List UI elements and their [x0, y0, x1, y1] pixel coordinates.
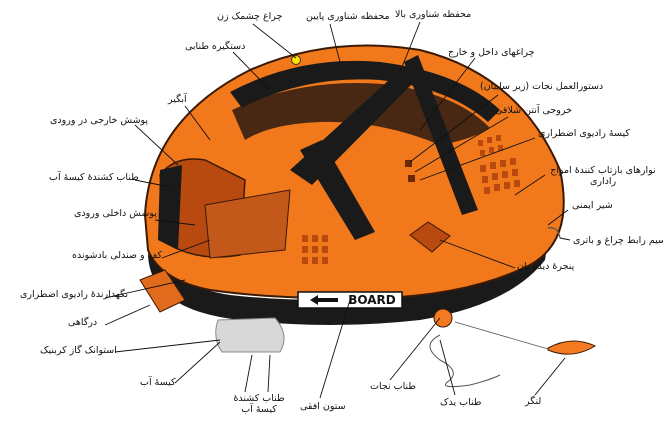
- label-co2-cylinder: استوانک گاز کربنیک: [40, 345, 117, 356]
- label-boarding-handle: دستگیره طنابی: [185, 41, 246, 52]
- label-rain-catcher: آبگیر: [168, 94, 187, 105]
- label-survival-instructions: دستورالعمل نجات (زیر سایبان): [480, 81, 604, 92]
- label-lower-canopy-guard: محفظه شناوری پایین: [306, 11, 390, 22]
- sea-anchor-shape: [547, 340, 597, 355]
- label-antenna-outlet: خروجی آنتن شلاقی: [495, 105, 573, 116]
- label-viewing-window: پنجرهٔ دیده بان: [517, 261, 575, 272]
- label-emergency-radio-bag: کیسهٔ رادیوی اضطراری: [538, 128, 630, 139]
- boarding-step: [139, 269, 186, 313]
- flashing-light-shape: [291, 55, 301, 65]
- label-sea-anchor: لنگر: [525, 396, 542, 407]
- label-inner-outer-lights: چراغهای داخل و خارج: [448, 47, 535, 58]
- label-radio-holder: نگهدارندهٔ رادیوی اضطراری: [20, 289, 128, 300]
- label-light-battery-cable: سیم رابط چراغ و باتری: [573, 235, 663, 246]
- entrance-flap: [158, 165, 182, 250]
- label-safety-valve: شیر ایمنی: [572, 200, 613, 211]
- board-sign-text: BOARD: [348, 293, 396, 307]
- radar-patch-top: [478, 135, 503, 156]
- rescue-buoy: [433, 308, 453, 328]
- vertical-arch: [404, 55, 478, 215]
- viewing-window-shape: [409, 221, 451, 253]
- label-tow-line: طناب یدک: [440, 397, 482, 408]
- buoyancy-tube-lower: [148, 240, 548, 325]
- label-inner-entrance-cover: پوشش داخلی ورودی: [74, 208, 157, 219]
- anchor-line: [454, 321, 549, 350]
- label-water-bag-line: طناب کشندهٔ کیسهٔ آب: [49, 172, 139, 183]
- upper-buoyancy-arch: [230, 60, 500, 122]
- co2-canister: [215, 317, 285, 353]
- label-horizontal-pillar: ستون افقی: [300, 401, 346, 412]
- radar-patch-center: [302, 235, 328, 264]
- label-flashing-light: چراغ چشمک زن: [217, 11, 283, 22]
- board-arrow: [310, 295, 338, 305]
- label-upper-canopy-guard: محفظه شناوری بالا: [395, 9, 472, 20]
- center-strap-b: [300, 140, 375, 240]
- label-floor-and-seat: کف و صندلی بادشونده: [72, 250, 162, 261]
- safety-valve-shape: [547, 227, 561, 239]
- label-boarding-ladder: درگاهی: [68, 317, 98, 328]
- label-water-bag: کیسهٔ آب: [140, 377, 176, 388]
- label-lifeline: طناب نجات: [370, 381, 416, 392]
- leader-lines: [104, 21, 571, 399]
- radar-patch-right: [480, 158, 520, 194]
- label-water-bag-pulling-line: طناب کشندهٔ کیسهٔ آب: [233, 393, 285, 415]
- radio-bag-marker: [405, 160, 412, 167]
- tow-line-shape: [429, 334, 501, 388]
- radio-bag-marker-2: [408, 175, 415, 182]
- label-outer-entrance-cover: پوشش خارجی در ورودی: [50, 115, 149, 126]
- label-radar-reflector-tapes: نوارهای بازتاب کنندهٔ امواج راداری: [550, 165, 656, 187]
